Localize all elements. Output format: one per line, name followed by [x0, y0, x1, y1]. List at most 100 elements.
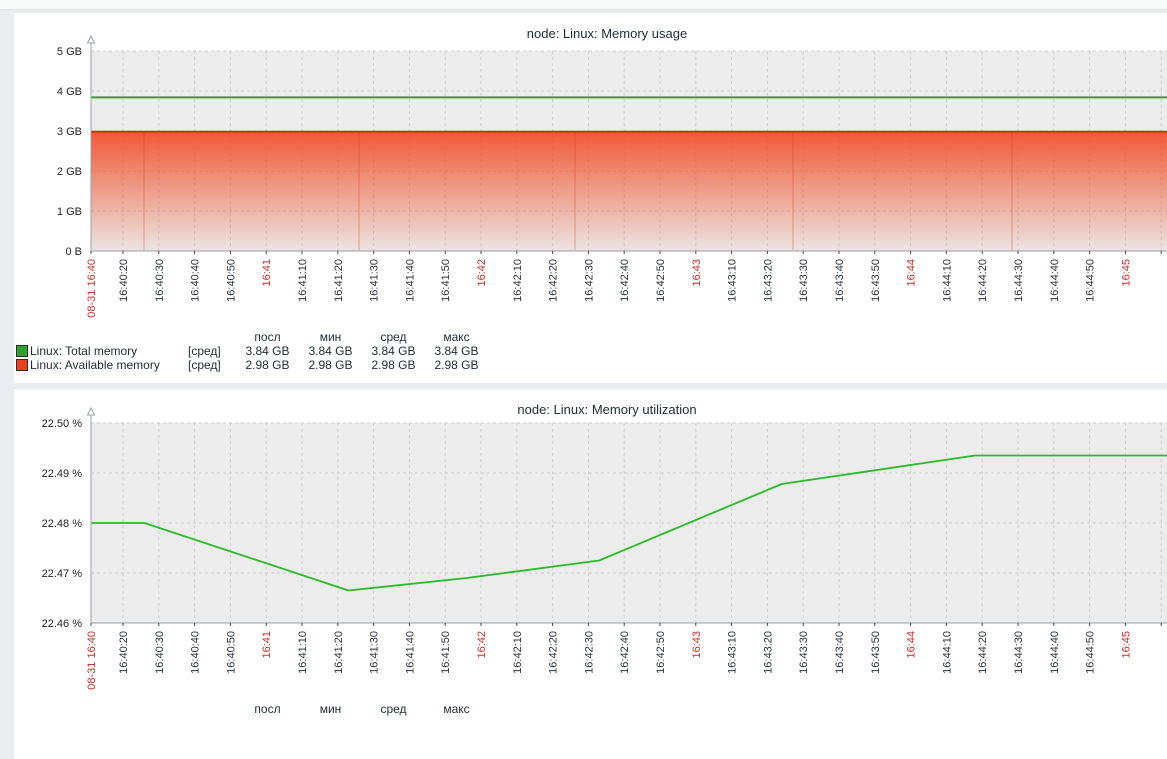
svg-text:16:41:50: 16:41:50	[440, 259, 452, 302]
svg-text:16:45: 16:45	[1120, 259, 1132, 287]
svg-text:4 GB: 4 GB	[57, 86, 82, 98]
memory-usage-chart[interactable]: 5 GB 4 GB 3 GB 2 GB 1 GB 0 B 08-31 16:40 16:40:…	[14, 13, 1167, 331]
svg-text:16:43:50: 16:43:50	[870, 631, 882, 674]
svg-text:0 B: 0 B	[65, 246, 82, 258]
chart-title: node: Linux: Memory utilization	[14, 402, 1167, 417]
svg-text:16:41:20: 16:41:20	[333, 631, 345, 674]
svg-text:16:44:20: 16:44:20	[977, 259, 989, 302]
svg-text:16:43:20: 16:43:20	[762, 259, 774, 302]
svg-text:16:40:50: 16:40:50	[225, 259, 237, 302]
svg-text:16:42: 16:42	[476, 259, 488, 287]
svg-text:08-31 16:40: 08-31 16:40	[86, 631, 98, 690]
svg-text:16:43:30: 16:43:30	[798, 259, 810, 302]
legend-series-function: [сред]	[188, 358, 236, 372]
svg-text:22.48 %: 22.48 %	[42, 518, 83, 530]
legend-header-cell: макс	[425, 702, 488, 716]
svg-text:16:44:10: 16:44:10	[941, 259, 953, 302]
svg-text:16:41:20: 16:41:20	[333, 259, 345, 302]
svg-text:16:41: 16:41	[261, 259, 273, 287]
top-bar	[0, 0, 1167, 10]
svg-text:16:41:40: 16:41:40	[404, 631, 416, 674]
svg-text:16:40:30: 16:40:30	[154, 259, 166, 302]
legend-header-cell: сред	[362, 702, 425, 716]
svg-text:22.50 %: 22.50 %	[42, 418, 83, 430]
svg-text:16:44: 16:44	[906, 631, 918, 659]
svg-text:22.46 %: 22.46 %	[42, 618, 83, 630]
svg-text:16:42:30: 16:42:30	[583, 259, 595, 302]
svg-text:16:42:40: 16:42:40	[619, 631, 631, 674]
svg-text:16:42:50: 16:42:50	[655, 259, 667, 302]
legend-stat-value: 3.84 GB	[425, 344, 488, 358]
svg-text:16:40:20: 16:40:20	[118, 631, 130, 674]
legend-stat-value: 2.98 GB	[362, 358, 425, 372]
svg-text:16:42:40: 16:42:40	[619, 259, 631, 302]
svg-text:16:43:40: 16:43:40	[834, 259, 846, 302]
svg-text:16:40:30: 16:40:30	[154, 631, 166, 674]
memory-usage-panel: 5 GB 4 GB 3 GB 2 GB 1 GB 0 B 08-31 16:40 16:40:…	[14, 13, 1167, 383]
svg-text:16:41: 16:41	[261, 631, 273, 659]
svg-text:16:40:20: 16:40:20	[118, 259, 130, 302]
svg-text:16:43:30: 16:43:30	[798, 631, 810, 674]
svg-text:16:43:50: 16:43:50	[870, 259, 882, 302]
svg-text:16:44:10: 16:44:10	[941, 631, 953, 674]
svg-text:1 GB: 1 GB	[57, 206, 82, 218]
svg-text:16:44:40: 16:44:40	[1049, 259, 1061, 302]
svg-text:3 GB: 3 GB	[57, 126, 82, 138]
legend-color-swatch-icon	[16, 359, 28, 371]
svg-text:16:45: 16:45	[1120, 631, 1132, 659]
legend-header-cell: мин	[299, 330, 362, 344]
svg-text:16:44: 16:44	[906, 259, 918, 287]
svg-text:5 GB: 5 GB	[57, 46, 82, 58]
svg-text:16:41:40: 16:41:40	[404, 259, 416, 302]
legend-series-function: [сред]	[188, 344, 236, 358]
svg-text:22.47 %: 22.47 %	[42, 568, 83, 580]
legend-stat-value: 3.84 GB	[236, 344, 299, 358]
svg-text:16:41:10: 16:41:10	[297, 259, 309, 302]
svg-text:16:40:40: 16:40:40	[190, 259, 202, 302]
legend-series-name: Linux: Available memory	[30, 358, 188, 372]
svg-text:16:42: 16:42	[476, 631, 488, 659]
legend-header-cell: мин	[299, 702, 362, 716]
y-axis-labels: 22.50 % 22.49 % 22.48 % 22.47 % 22.46 %	[42, 418, 83, 630]
memory-utilization-chart[interactable]: 22.50 % 22.49 % 22.48 % 22.47 % 22.46 %08-31…	[14, 389, 1167, 701]
legend-color-swatch-icon	[16, 345, 28, 357]
svg-text:16:42:10: 16:42:10	[512, 259, 524, 302]
svg-text:16:44:40: 16:44:40	[1049, 631, 1061, 674]
svg-text:16:43: 16:43	[691, 259, 703, 287]
series-area	[91, 132, 1167, 251]
y-axis-labels: 5 GB 4 GB 3 GB 2 GB 1 GB 0 B	[57, 46, 82, 258]
svg-text:16:43:10: 16:43:10	[727, 259, 739, 302]
svg-text:16:44:30: 16:44:30	[1013, 259, 1025, 302]
svg-text:08-31 16:40: 08-31 16:40	[86, 259, 98, 318]
x-axis-labels: 08-31 16:40 16:40:20 16:40:30 16:40:40 16:40…	[86, 259, 1132, 318]
legend-header-cell: посл	[236, 702, 299, 716]
legend-stat-value: 2.98 GB	[299, 358, 362, 372]
legend-stat-value: 3.84 GB	[362, 344, 425, 358]
svg-text:16:44:30: 16:44:30	[1013, 631, 1025, 674]
legend-stat-value: 2.98 GB	[236, 358, 299, 372]
legend-header-cell: сред	[362, 330, 425, 344]
svg-text:16:44:50: 16:44:50	[1085, 259, 1097, 302]
svg-text:16:41:10: 16:41:10	[297, 631, 309, 674]
svg-text:16:42:50: 16:42:50	[655, 631, 667, 674]
chart-title: node: Linux: Memory usage	[14, 26, 1167, 41]
memory-utilization-panel: 22.50 % 22.49 % 22.48 % 22.47 % 22.46 %08-31…	[14, 389, 1167, 759]
svg-text:16:43:20: 16:43:20	[762, 631, 774, 674]
svg-text:16:42:20: 16:42:20	[548, 259, 560, 302]
svg-text:16:41:30: 16:41:30	[369, 631, 381, 674]
svg-text:16:42:20: 16:42:20	[548, 631, 560, 674]
legend-series-name: Linux: Total memory	[30, 344, 188, 358]
legend-header-cell: посл	[236, 330, 299, 344]
svg-text:16:41:50: 16:41:50	[440, 631, 452, 674]
svg-text:22.49 %: 22.49 %	[42, 468, 83, 480]
svg-text:2 GB: 2 GB	[57, 166, 82, 178]
svg-text:16:43:10: 16:43:10	[727, 631, 739, 674]
legend-stat-value: 2.98 GB	[425, 358, 488, 372]
svg-text:16:42:10: 16:42:10	[512, 631, 524, 674]
